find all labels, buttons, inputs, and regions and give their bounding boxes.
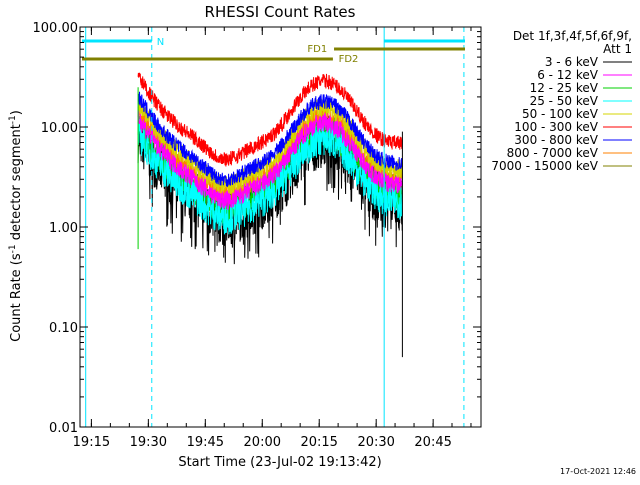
x-tick-label: 20:15 [300,435,337,450]
x-axis: 19:15 19:30 19:45 20:00 20:15 20:30 20:45 [73,27,472,450]
night-label: N [157,37,164,48]
y-axis-title: Count Rate (s-1 detector segment-1) [8,110,24,342]
plot-area: N FD1 FD2 [82,27,465,427]
x-tick-label: 20:00 [244,435,281,450]
legend-entry-label: 25 - 50 keV [530,94,599,108]
y-tick-label: 0.01 [49,421,78,436]
fd1-label: FD1 [307,44,327,55]
plot-frame [79,26,482,428]
legend-entry-label: 800 - 7000 keV [507,146,599,160]
legend-entry-label: 100 - 300 keV [514,120,598,134]
x-tick-label: 19:30 [130,435,167,450]
series-line-1 [137,107,403,210]
chart-title: RHESSI Count Rates [205,3,356,21]
fd2-label: FD2 [339,54,359,65]
y-tick-label: 1.00 [49,221,78,236]
legend-header-1: Det 1f,3f,4f,5f,6f,9f, [513,29,632,43]
timestamp: 17-Oct-2021 12:46 [560,467,636,476]
y-tick-label: 100.00 [33,21,79,36]
legend-header-2: Att 1 [603,42,632,56]
x-tick-label: 19:45 [187,435,224,450]
x-axis-title: Start Time (23-Jul-02 19:13:42) [178,455,381,470]
legend-entry-label: 7000 - 15000 keV [491,159,598,173]
y-axis: 100.00 10.00 1.00 0.10 0.01 [33,21,481,436]
legend-entry-label: 50 - 100 keV [522,107,599,121]
x-tick-label: 19:15 [73,435,110,450]
series-line-5 [137,72,403,167]
series-line-6 [137,91,403,187]
legend-entry-label: 3 - 6 keV [545,55,599,69]
x-tick-label: 20:30 [357,435,394,450]
y-tick-label: 10.00 [41,121,78,136]
legend-entry-label: 12 - 25 keV [530,81,599,95]
y-tick-label: 0.10 [49,321,78,336]
legend-entry-label: 6 - 12 keV [537,68,599,82]
legend: Det 1f,3f,4f,5f,6f,9f, Att 1 3 - 6 keV6 … [491,29,632,173]
legend-entry-label: 300 - 800 keV [514,133,598,147]
x-tick-label: 20:45 [414,435,451,450]
